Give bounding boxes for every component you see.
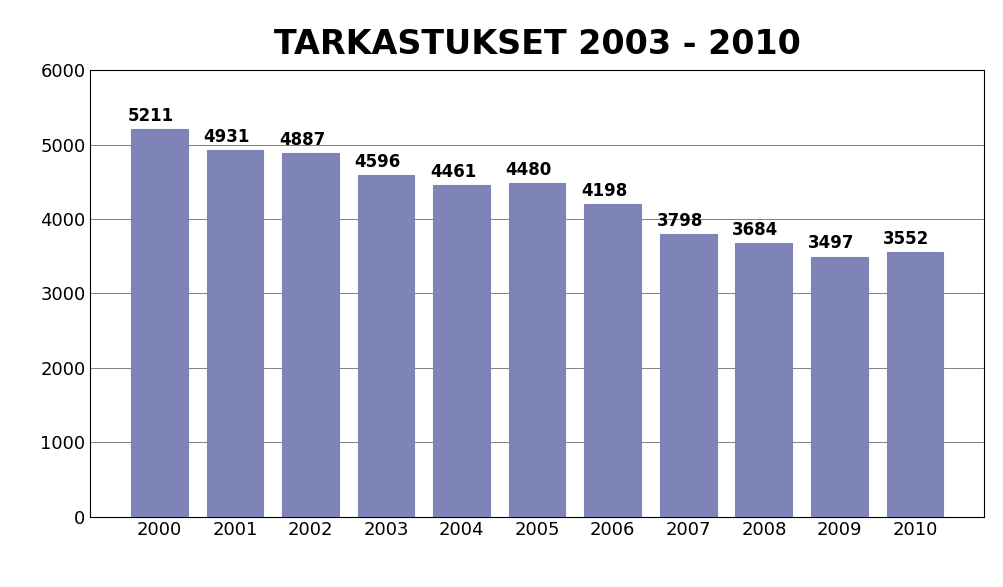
Text: 3798: 3798 [656, 212, 702, 230]
Text: 4198: 4198 [581, 183, 627, 200]
Text: 4480: 4480 [505, 161, 552, 180]
Bar [810, 257, 867, 517]
Bar [130, 129, 188, 517]
Text: 3684: 3684 [731, 221, 777, 238]
Text: 4461: 4461 [429, 163, 475, 181]
Text: 5211: 5211 [127, 107, 174, 125]
Bar [659, 234, 716, 517]
Text: 4887: 4887 [279, 131, 325, 149]
Bar [584, 204, 640, 517]
Text: 3552: 3552 [883, 230, 929, 248]
Text: 4596: 4596 [354, 153, 400, 171]
Bar [886, 252, 943, 517]
Bar [282, 153, 338, 517]
Title: TARKASTUKSET 2003 - 2010: TARKASTUKSET 2003 - 2010 [274, 28, 799, 61]
Text: 3497: 3497 [806, 234, 854, 252]
Bar [433, 185, 489, 517]
Bar [357, 175, 414, 517]
Bar [509, 184, 565, 517]
Bar [207, 150, 263, 517]
Bar [735, 242, 791, 517]
Text: 4931: 4931 [203, 128, 250, 146]
